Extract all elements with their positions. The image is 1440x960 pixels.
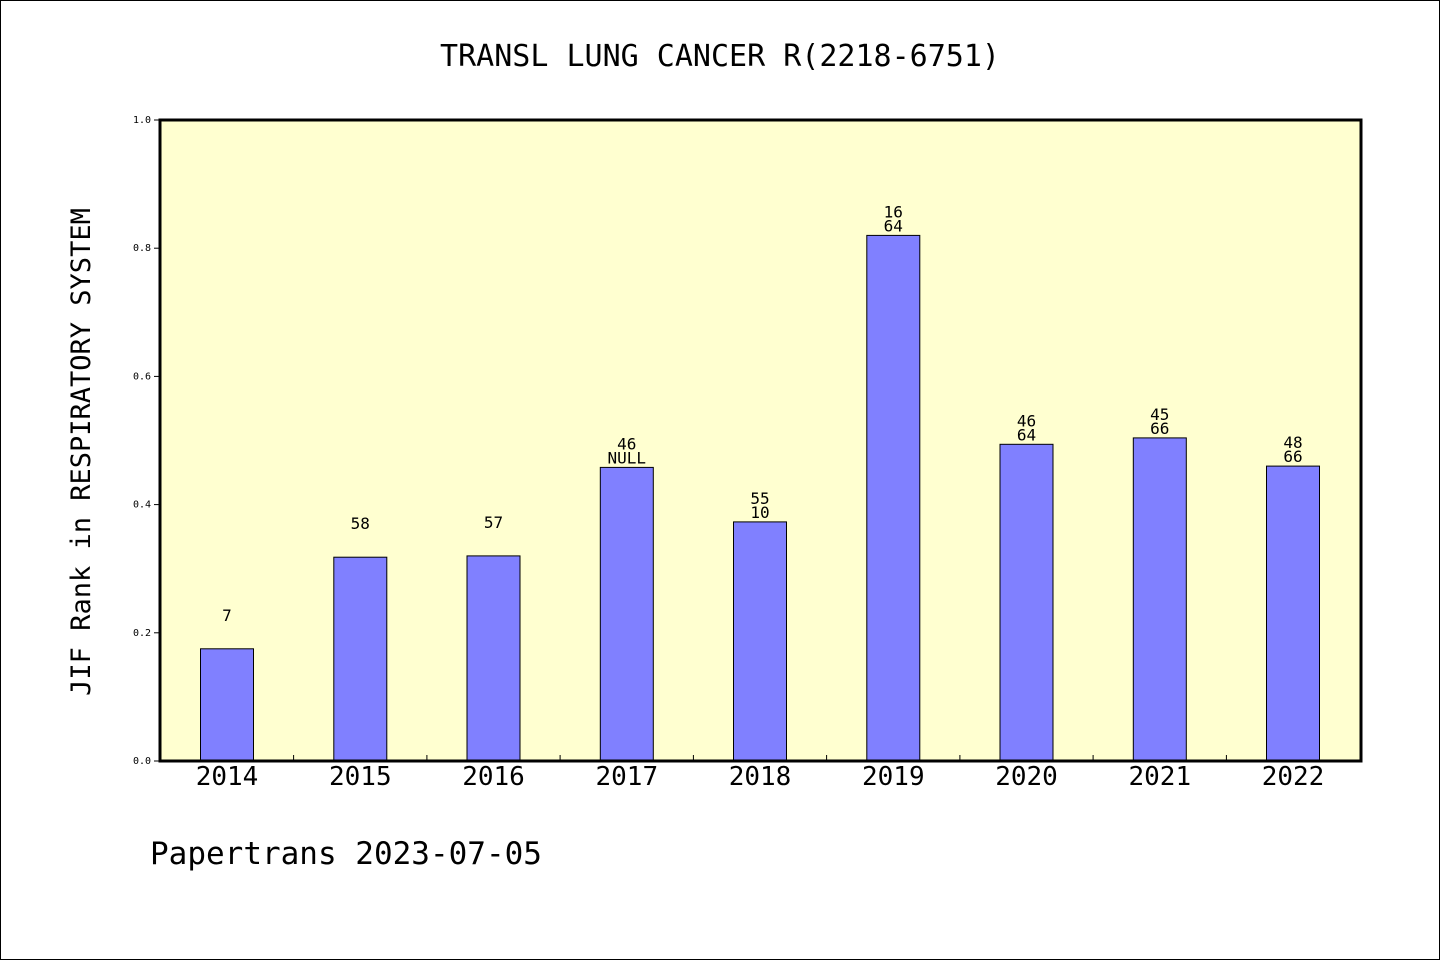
y-axis: 0.0 0.2 0.4 0.6 0.8 1.0 <box>133 115 160 767</box>
x-tick-label: 2018 <box>729 762 792 792</box>
bar-rank-label: 16 <box>884 202 903 221</box>
bar <box>466 555 521 762</box>
bar-total-label: NULL <box>608 448 647 467</box>
y-tick-label: 0.2 <box>133 628 151 639</box>
bar <box>866 234 921 762</box>
x-tick-label: 2021 <box>1128 762 1191 792</box>
bar-total-label: 10 <box>750 503 769 522</box>
bar-rank-label: 45 <box>1150 405 1169 424</box>
x-axis: 2014 2015 2016 2017 2018 2019 2020 2021 2022 <box>196 755 1325 792</box>
bar-rank-label: 58 <box>351 514 370 533</box>
bar <box>1132 437 1187 762</box>
plot-border <box>158 118 1363 763</box>
bar-total-label: 66 <box>1150 419 1169 438</box>
bar <box>333 556 388 762</box>
bar-total-label: 64 <box>884 216 903 235</box>
bar <box>599 466 654 762</box>
x-tick-label: 2020 <box>995 762 1058 792</box>
bar-rank-label: 46 <box>1017 411 1036 430</box>
bar <box>733 521 787 762</box>
bar <box>1266 465 1320 762</box>
bar-rank-label: 46 <box>617 434 636 453</box>
x-tick-label: 2016 <box>462 762 525 792</box>
x-tick-label: 2014 <box>196 762 259 792</box>
bar-rank-label: 7 <box>222 606 232 625</box>
bar-rank-label: 57 <box>484 513 503 532</box>
footer-text: Papertrans 2023-07-05 <box>150 836 542 872</box>
y-axis-label: JIF Rank in RESPIRATORY SYSTEM <box>66 208 97 696</box>
x-tick-label: 2015 <box>329 762 392 792</box>
x-tick-label: 2017 <box>595 762 658 792</box>
x-tick-label: 2022 <box>1262 762 1325 792</box>
x-tick-label: 2019 <box>862 762 925 792</box>
bar-rank-label: 48 <box>1283 433 1302 452</box>
y-tick-label: 0.0 <box>133 756 151 767</box>
y-tick-label: 0.6 <box>133 371 151 382</box>
y-tick-label: 0.8 <box>133 243 151 254</box>
bar <box>200 648 254 762</box>
y-tick-label: 1.0 <box>133 115 151 126</box>
bar-rank-label: 55 <box>750 489 769 508</box>
chart-title: TRANSL LUNG CANCER R(2218-6751) <box>440 39 1000 74</box>
bar <box>999 443 1054 762</box>
y-tick-label: 0.4 <box>133 500 151 511</box>
bar-total-label: 66 <box>1283 447 1302 466</box>
bar-total-label: 64 <box>1017 425 1036 444</box>
